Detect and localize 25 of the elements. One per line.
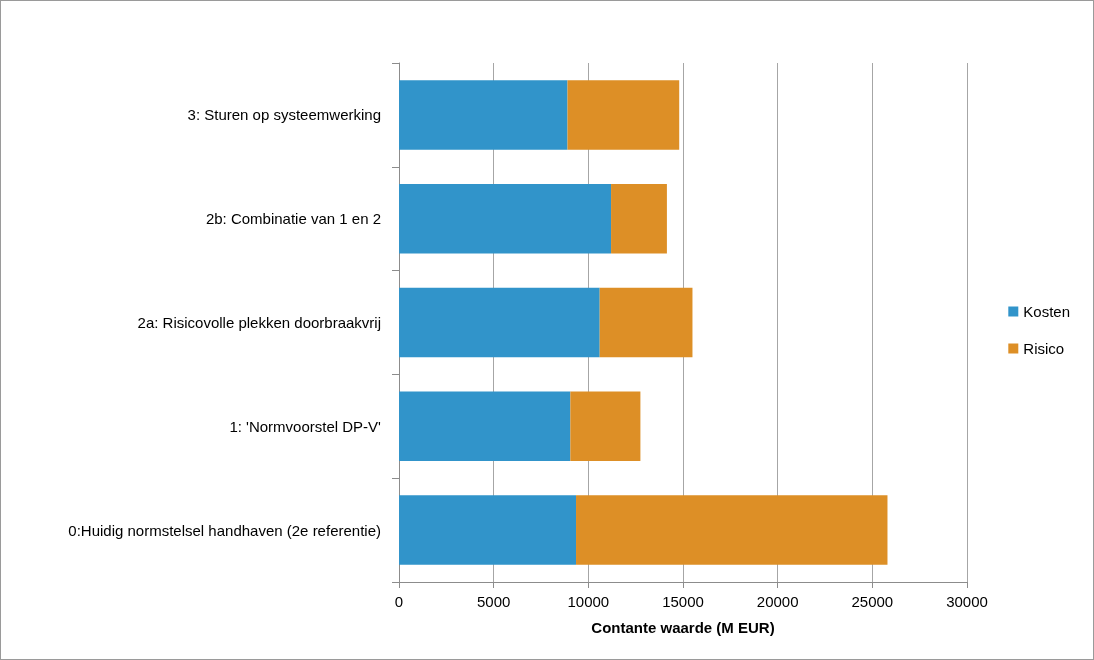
x-tick-label: 15000 — [662, 593, 704, 610]
y-tick-label: 2b: Combinatie van 1 en 2 — [205, 210, 381, 228]
y-tick-label: 3: Sturen op systeemwerking — [187, 106, 381, 124]
x-tick-label: 20000 — [756, 593, 799, 610]
y-tick-label: 2a: Risicovolle plekken doorbraakvrij — [137, 314, 381, 331]
legend-label: Risico — [1023, 340, 1065, 357]
bar — [567, 80, 680, 150]
x-tick-label: 0 — [394, 593, 404, 610]
x-tick-label: 10000 — [567, 593, 610, 610]
x-tick-label: 25000 — [851, 593, 894, 610]
bar — [576, 495, 888, 565]
bar — [399, 80, 568, 150]
bar — [599, 287, 693, 358]
y-tick-label: 0:Huidig normstelsel handhaven (2e referentie) — [68, 521, 381, 539]
bar — [399, 495, 577, 565]
bar — [399, 287, 600, 358]
x-tick-label: 5000 — [476, 593, 511, 610]
x-tick-label: 30000 — [946, 593, 988, 610]
bar — [570, 391, 641, 462]
bar — [611, 183, 667, 254]
legend-label: Kosten — [1023, 303, 1070, 320]
y-tick-label: 1: 'Normvoorstel DP-V' — [229, 417, 382, 435]
x-axis-title: Contante waarde (M EUR) — [591, 619, 775, 636]
bar — [399, 183, 612, 254]
bar — [399, 391, 571, 462]
